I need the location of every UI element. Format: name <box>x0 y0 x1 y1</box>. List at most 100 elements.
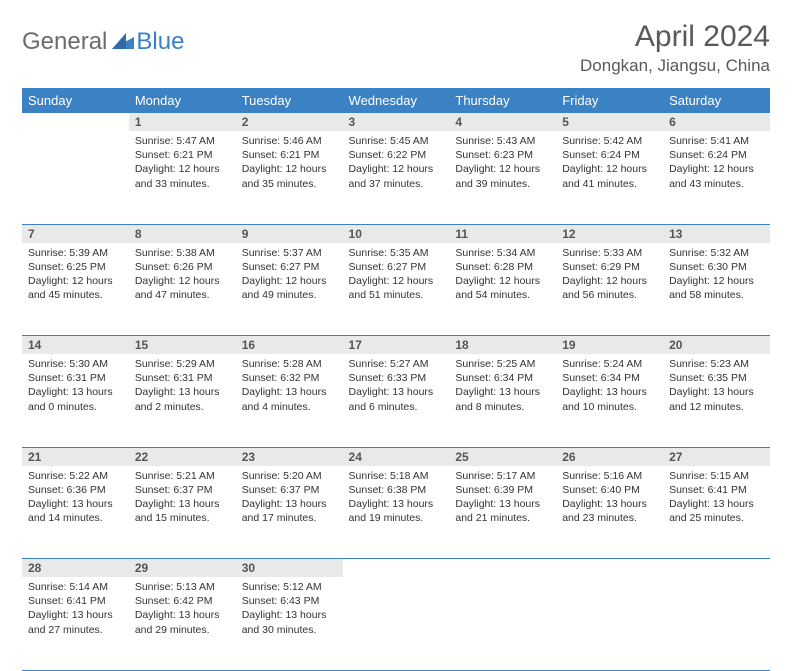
day-cell-body: Sunrise: 5:45 AMSunset: 6:22 PMDaylight:… <box>343 131 450 197</box>
day-number: 16 <box>236 336 343 355</box>
sunset-text: Sunset: 6:26 PM <box>135 260 230 274</box>
day-number: 29 <box>129 559 236 578</box>
sunrise-text: Sunrise: 5:13 AM <box>135 580 230 594</box>
day-cell <box>663 577 770 670</box>
daylight-text: Daylight: 12 hours <box>562 274 657 288</box>
day-number <box>343 559 450 578</box>
daylight-text-2: and 29 minutes. <box>135 623 230 637</box>
day-number: 20 <box>663 336 770 355</box>
day-cell-body: Sunrise: 5:17 AMSunset: 6:39 PMDaylight:… <box>449 466 556 532</box>
weekday-header: Monday <box>129 88 236 113</box>
day-number: 8 <box>129 224 236 243</box>
daylight-text: Daylight: 13 hours <box>455 385 550 399</box>
sunrise-text: Sunrise: 5:22 AM <box>28 469 123 483</box>
daylight-text: Daylight: 13 hours <box>349 385 444 399</box>
daylight-text: Daylight: 13 hours <box>135 497 230 511</box>
day-cell-body: Sunrise: 5:23 AMSunset: 6:35 PMDaylight:… <box>663 354 770 420</box>
day-number <box>556 559 663 578</box>
day-body-row: Sunrise: 5:30 AMSunset: 6:31 PMDaylight:… <box>22 354 770 447</box>
daylight-text: Daylight: 12 hours <box>28 274 123 288</box>
daylight-text-2: and 45 minutes. <box>28 288 123 302</box>
sunset-text: Sunset: 6:27 PM <box>349 260 444 274</box>
day-number-row: 282930 <box>22 559 770 578</box>
day-cell: Sunrise: 5:23 AMSunset: 6:35 PMDaylight:… <box>663 354 770 447</box>
sunset-text: Sunset: 6:40 PM <box>562 483 657 497</box>
daylight-text-2: and 39 minutes. <box>455 177 550 191</box>
daylight-text-2: and 43 minutes. <box>669 177 764 191</box>
day-cell: Sunrise: 5:39 AMSunset: 6:25 PMDaylight:… <box>22 243 129 336</box>
day-cell-body: Sunrise: 5:12 AMSunset: 6:43 PMDaylight:… <box>236 577 343 643</box>
sunrise-text: Sunrise: 5:12 AM <box>242 580 337 594</box>
daylight-text-2: and 49 minutes. <box>242 288 337 302</box>
sunset-text: Sunset: 6:28 PM <box>455 260 550 274</box>
day-cell-body: Sunrise: 5:15 AMSunset: 6:41 PMDaylight:… <box>663 466 770 532</box>
daylight-text-2: and 54 minutes. <box>455 288 550 302</box>
weekday-header: Tuesday <box>236 88 343 113</box>
sunrise-text: Sunrise: 5:38 AM <box>135 246 230 260</box>
sunset-text: Sunset: 6:24 PM <box>669 148 764 162</box>
sunset-text: Sunset: 6:33 PM <box>349 371 444 385</box>
daylight-text: Daylight: 13 hours <box>242 608 337 622</box>
sunset-text: Sunset: 6:23 PM <box>455 148 550 162</box>
day-number: 2 <box>236 113 343 131</box>
sunrise-text: Sunrise: 5:15 AM <box>669 469 764 483</box>
weekday-header: Saturday <box>663 88 770 113</box>
day-cell-body: Sunrise: 5:16 AMSunset: 6:40 PMDaylight:… <box>556 466 663 532</box>
daylight-text-2: and 47 minutes. <box>135 288 230 302</box>
day-cell-body: Sunrise: 5:42 AMSunset: 6:24 PMDaylight:… <box>556 131 663 197</box>
day-body-row: Sunrise: 5:47 AMSunset: 6:21 PMDaylight:… <box>22 131 770 224</box>
daylight-text: Daylight: 12 hours <box>242 162 337 176</box>
sunrise-text: Sunrise: 5:46 AM <box>242 134 337 148</box>
daylight-text: Daylight: 12 hours <box>135 162 230 176</box>
day-number: 23 <box>236 447 343 466</box>
day-cell-body: Sunrise: 5:38 AMSunset: 6:26 PMDaylight:… <box>129 243 236 309</box>
daylight-text-2: and 51 minutes. <box>349 288 444 302</box>
daylight-text-2: and 35 minutes. <box>242 177 337 191</box>
location-text: Dongkan, Jiangsu, China <box>580 56 770 76</box>
sunrise-text: Sunrise: 5:32 AM <box>669 246 764 260</box>
sunset-text: Sunset: 6:25 PM <box>28 260 123 274</box>
sunset-text: Sunset: 6:37 PM <box>242 483 337 497</box>
sunrise-text: Sunrise: 5:20 AM <box>242 469 337 483</box>
day-cell: Sunrise: 5:12 AMSunset: 6:43 PMDaylight:… <box>236 577 343 670</box>
sunrise-text: Sunrise: 5:37 AM <box>242 246 337 260</box>
daylight-text-2: and 2 minutes. <box>135 400 230 414</box>
day-number: 19 <box>556 336 663 355</box>
daylight-text-2: and 12 minutes. <box>669 400 764 414</box>
daylight-text: Daylight: 12 hours <box>135 274 230 288</box>
day-number: 14 <box>22 336 129 355</box>
daylight-text-2: and 15 minutes. <box>135 511 230 525</box>
day-cell: Sunrise: 5:45 AMSunset: 6:22 PMDaylight:… <box>343 131 450 224</box>
day-number: 1 <box>129 113 236 131</box>
month-title: April 2024 <box>580 20 770 54</box>
sunrise-text: Sunrise: 5:16 AM <box>562 469 657 483</box>
weekday-header: Wednesday <box>343 88 450 113</box>
daylight-text-2: and 0 minutes. <box>28 400 123 414</box>
daylight-text: Daylight: 13 hours <box>562 497 657 511</box>
day-number: 4 <box>449 113 556 131</box>
day-cell-body: Sunrise: 5:34 AMSunset: 6:28 PMDaylight:… <box>449 243 556 309</box>
daylight-text: Daylight: 12 hours <box>455 162 550 176</box>
sunset-text: Sunset: 6:34 PM <box>562 371 657 385</box>
daylight-text-2: and 21 minutes. <box>455 511 550 525</box>
day-cell-body: Sunrise: 5:47 AMSunset: 6:21 PMDaylight:… <box>129 131 236 197</box>
day-number: 18 <box>449 336 556 355</box>
sunset-text: Sunset: 6:41 PM <box>28 594 123 608</box>
day-cell: Sunrise: 5:38 AMSunset: 6:26 PMDaylight:… <box>129 243 236 336</box>
day-number: 10 <box>343 224 450 243</box>
daylight-text: Daylight: 13 hours <box>135 385 230 399</box>
day-body-row: Sunrise: 5:39 AMSunset: 6:25 PMDaylight:… <box>22 243 770 336</box>
sunrise-text: Sunrise: 5:18 AM <box>349 469 444 483</box>
day-number: 25 <box>449 447 556 466</box>
sunset-text: Sunset: 6:31 PM <box>28 371 123 385</box>
day-cell-body: Sunrise: 5:14 AMSunset: 6:41 PMDaylight:… <box>22 577 129 643</box>
day-cell: Sunrise: 5:32 AMSunset: 6:30 PMDaylight:… <box>663 243 770 336</box>
sunrise-text: Sunrise: 5:35 AM <box>349 246 444 260</box>
day-number: 30 <box>236 559 343 578</box>
daylight-text-2: and 4 minutes. <box>242 400 337 414</box>
daylight-text: Daylight: 12 hours <box>349 162 444 176</box>
day-cell-body: Sunrise: 5:39 AMSunset: 6:25 PMDaylight:… <box>22 243 129 309</box>
day-number: 22 <box>129 447 236 466</box>
weekday-header: Sunday <box>22 88 129 113</box>
day-cell-body: Sunrise: 5:35 AMSunset: 6:27 PMDaylight:… <box>343 243 450 309</box>
